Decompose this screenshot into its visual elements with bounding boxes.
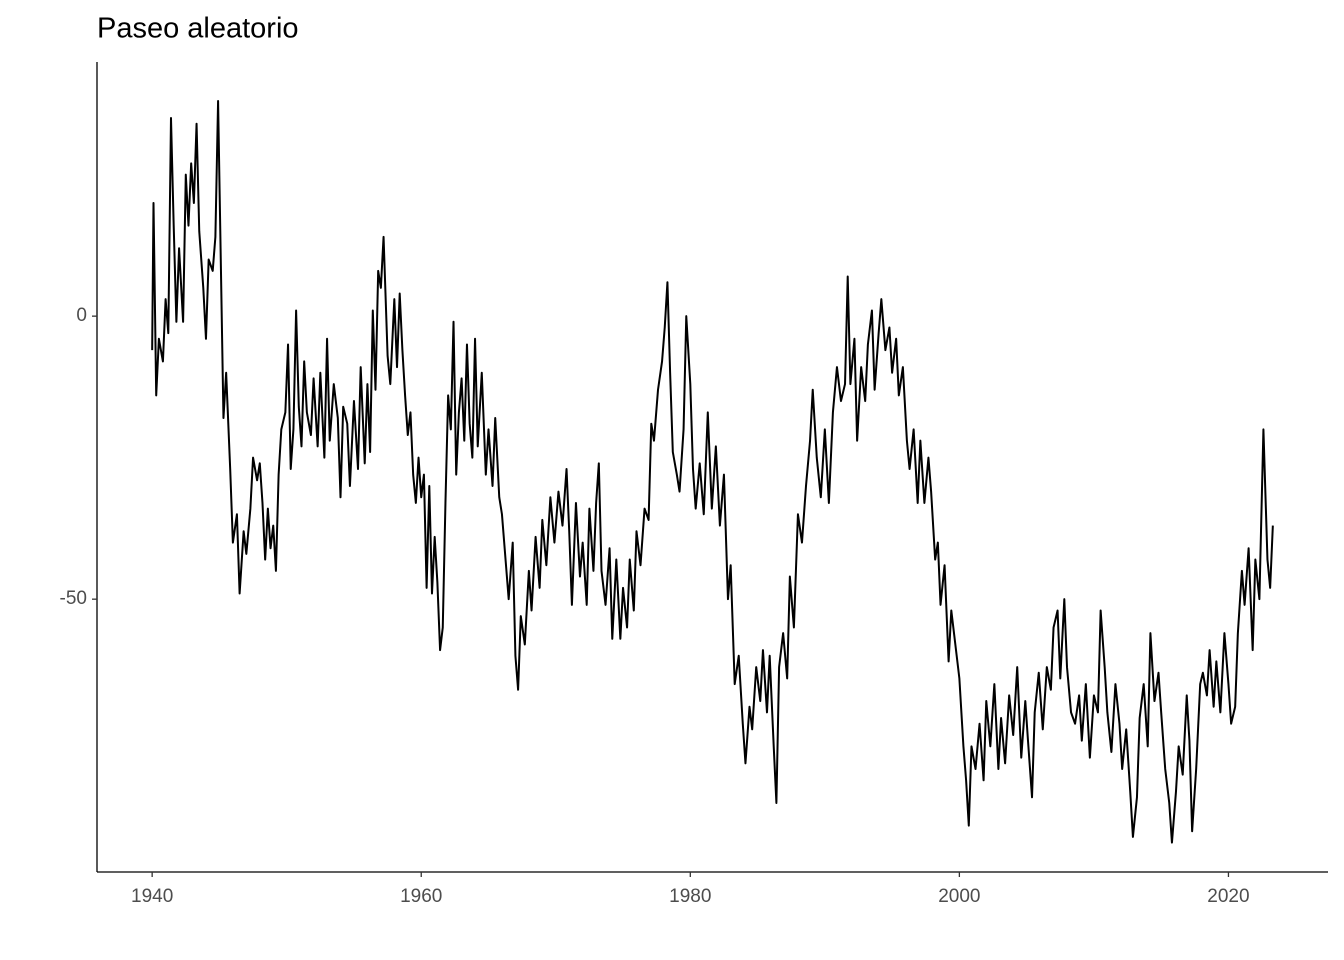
x-tick-label: 1980 bbox=[669, 886, 711, 907]
chart-title: Paseo aleatorio bbox=[97, 13, 299, 45]
x-tick-label: 2000 bbox=[938, 886, 980, 907]
x-tick-label: 1940 bbox=[131, 886, 173, 907]
x-tick-label: 1960 bbox=[400, 886, 442, 907]
y-tick-label: 0 bbox=[76, 305, 87, 326]
line bbox=[151, 100, 1274, 844]
x-tick-label: 2020 bbox=[1207, 886, 1249, 907]
y-tick-label: -50 bbox=[60, 588, 87, 609]
